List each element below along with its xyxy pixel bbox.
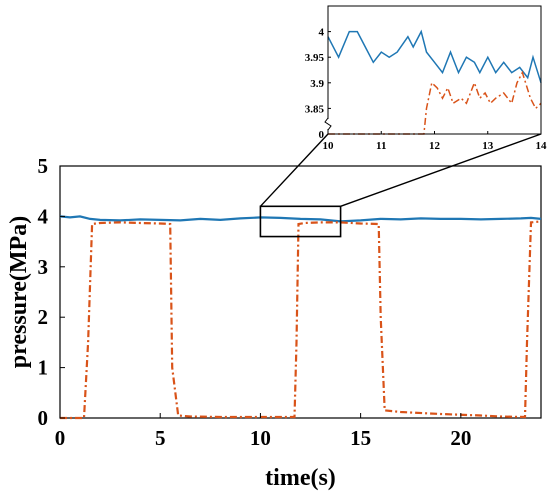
y-tick-label: 5 [38, 154, 49, 178]
inset-background [328, 6, 541, 134]
x-axis-label: time(s) [265, 465, 336, 491]
main-series-2-line [60, 220, 542, 420]
y-tick-label: 4 [38, 204, 49, 228]
inset-x-tick-label: 11 [376, 140, 386, 152]
zoom-connector-right [340, 133, 542, 207]
x-tick-label: 10 [250, 426, 271, 450]
y-axis-label: pressure(MPa) [6, 216, 32, 368]
main-series-1-line [59, 215, 542, 223]
zoom-connectors [259, 133, 542, 207]
inset-series-2-line [328, 70, 542, 135]
inset-plot: 10 11 12 13 14 0 3.85 3.9 3.95 4 [305, 5, 548, 152]
y-tick-label: 2 [38, 305, 49, 329]
axis-break-zigzag [324, 117, 332, 131]
x-tick-label: 0 [55, 426, 66, 450]
inset-x-tick-label: 10 [323, 140, 335, 152]
inset-series-group [327, 29, 542, 135]
y-tick-label: 0 [38, 406, 49, 430]
main-series-group [59, 215, 542, 420]
x-tick-label: 5 [155, 426, 166, 450]
y-tick-label: 1 [38, 356, 49, 380]
main-x-ticks: 0 5 10 15 20 [55, 413, 471, 450]
inset-x-tick-label: 14 [536, 140, 548, 152]
inset-y-tick-label: 0 [319, 129, 325, 141]
inset-y-tick-label: 3.95 [305, 52, 325, 64]
inset-y-tick-label: 3.85 [305, 103, 325, 115]
inset-series-1-line [327, 29, 542, 84]
main-plot-frame [59, 165, 542, 419]
zoom-region-box [259, 205, 342, 238]
main-plot: 0 5 10 15 20 0 1 2 3 4 5 time(s) pressure(MPa) [6, 154, 542, 491]
axis-break-mark [324, 117, 332, 131]
inset-y-tick-label: 4 [319, 27, 325, 39]
x-tick-label: 15 [350, 426, 371, 450]
y-tick-label: 3 [38, 255, 49, 279]
inset-y-tick-label: 3.9 [310, 78, 324, 90]
zoom-connector-left [259, 133, 329, 207]
inset-x-tick-label: 12 [429, 140, 441, 152]
main-y-ticks: 0 1 2 3 4 5 [38, 154, 65, 430]
inset-y-ticks: 0 3.85 3.9 3.95 4 [305, 27, 331, 141]
inset-x-tick-label: 13 [482, 140, 494, 152]
x-tick-label: 20 [450, 426, 471, 450]
